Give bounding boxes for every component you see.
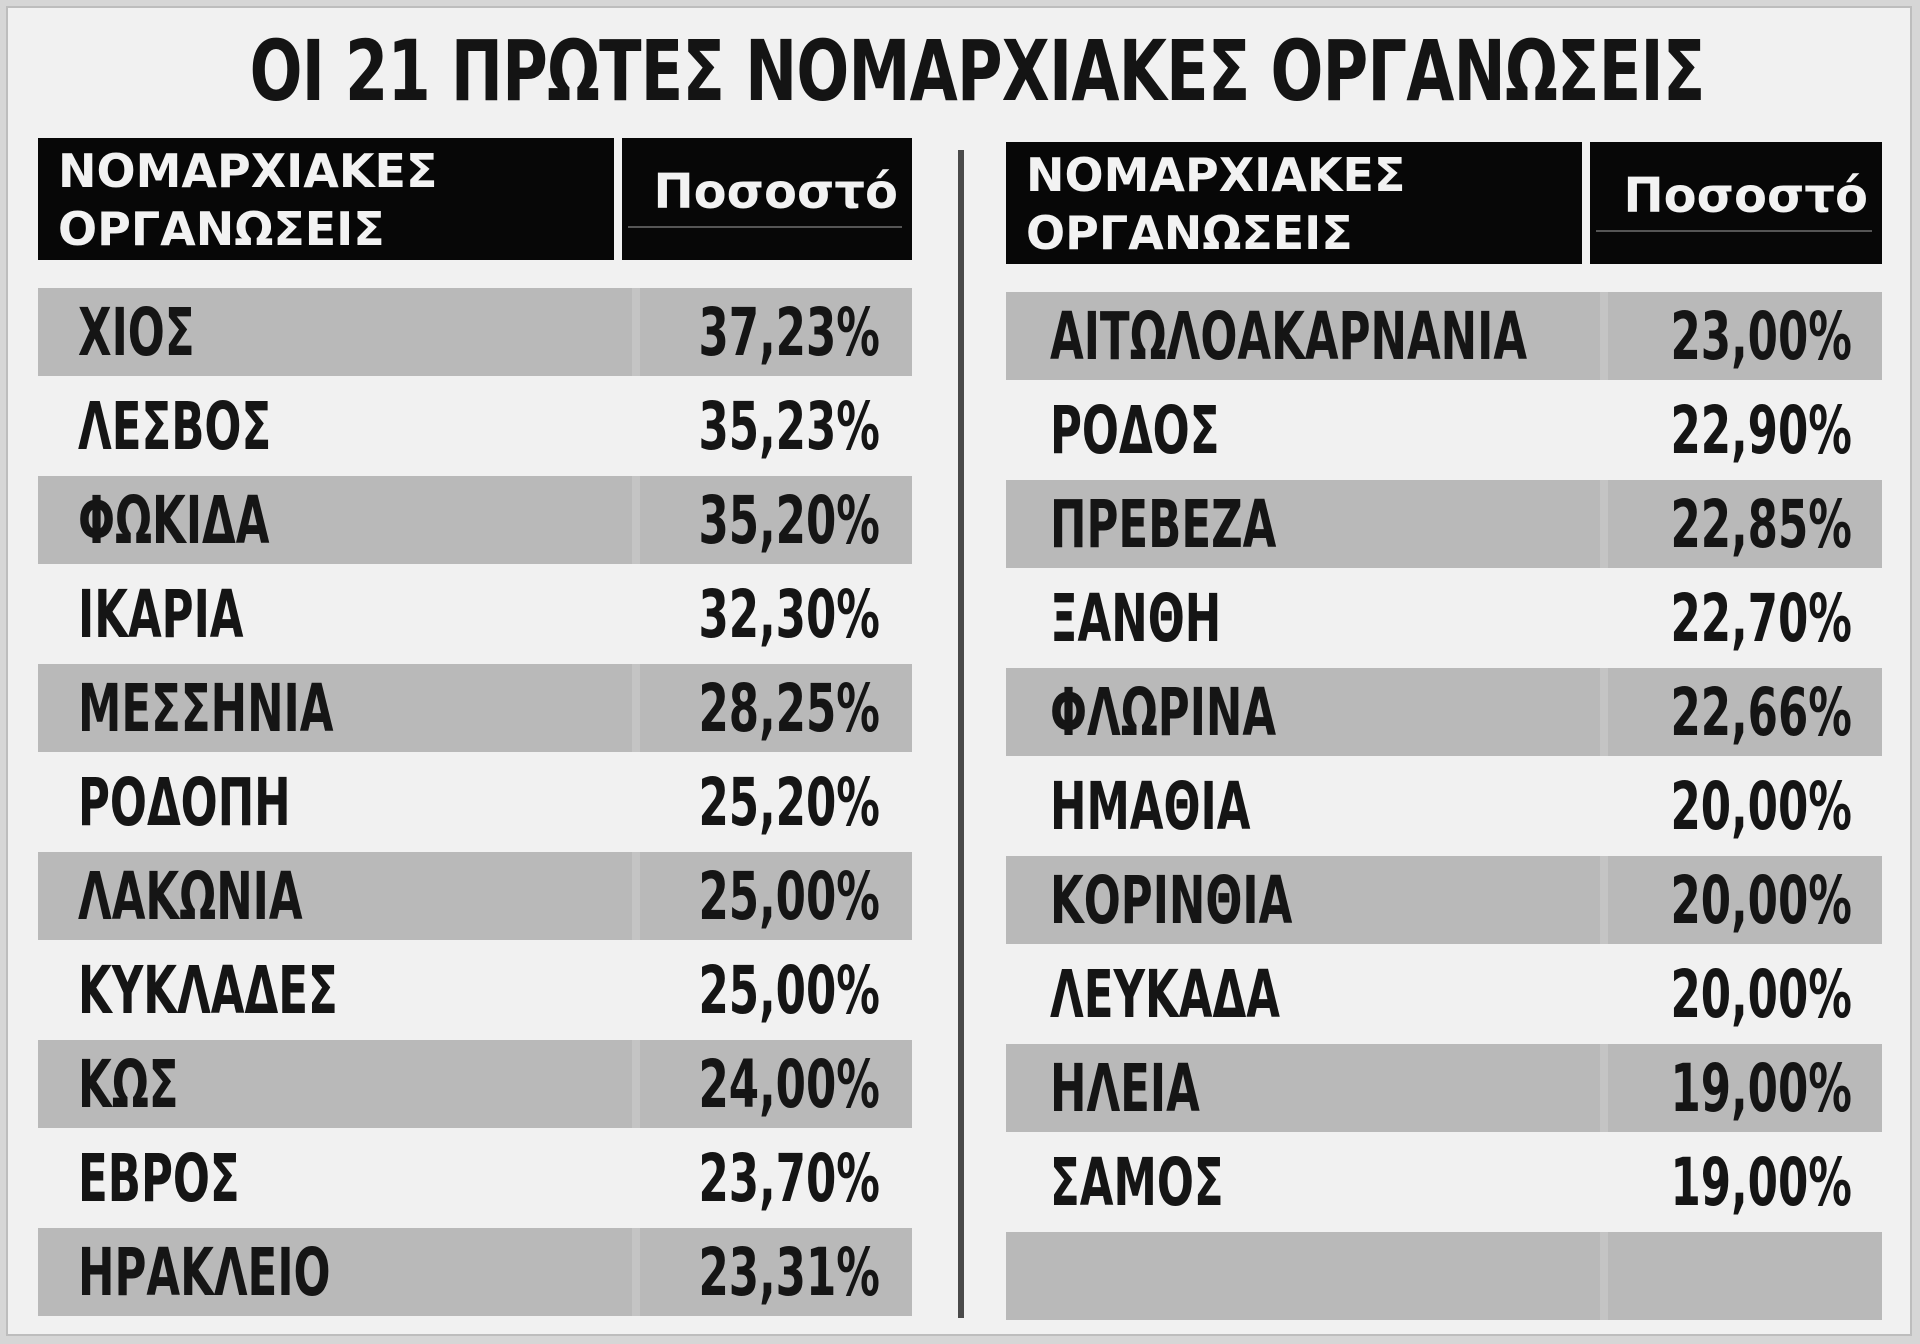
table-header: ΝΟΜΑΡΧΙΑΚΕΣ ΟΡΓΑΝΩΣΕΙΣ Ποσοστό <box>38 138 912 260</box>
percentage-value: 25,00% <box>698 951 880 1029</box>
header-gap <box>614 138 622 260</box>
percentage-value: 28,25% <box>698 669 880 747</box>
prefecture-name: ΧΙΟΣ <box>78 293 195 371</box>
table-row-empty <box>1006 1232 1882 1320</box>
table-row: ΚΟΡΙΝΘΙΑ 20,00% <box>1006 856 1882 944</box>
percentage-value: 22,66% <box>1670 673 1852 751</box>
table-row: ΕΒΡΟΣ 23,70% <box>38 1134 912 1222</box>
percentage-value: 37,23% <box>698 293 880 371</box>
percentage-value: 20,00% <box>1670 861 1852 939</box>
table-row: ΧΙΟΣ 37,23% <box>38 288 912 376</box>
table-row: ΛΕΥΚΑΔΑ 20,00% <box>1006 950 1882 1038</box>
left-rows: ΧΙΟΣ 37,23% ΛΕΣΒΟΣ 35,23% ΦΩΚΙΔΑ 35,20% ΙΚΑ… <box>38 288 912 1316</box>
table-row: ΚΥΚΛΑΔΕΣ 25,00% <box>38 946 912 1034</box>
prefecture-name: ΞΑΝΘΗ <box>1050 579 1222 657</box>
percentage-value: 24,00% <box>698 1045 880 1123</box>
prefecture-name: ΙΚΑΡΙΑ <box>78 575 244 653</box>
prefecture-name: ΦΩΚΙΔΑ <box>78 481 270 559</box>
header-name-cell: ΝΟΜΑΡΧΙΑΚΕΣ ΟΡΓΑΝΩΣΕΙΣ <box>1006 142 1582 264</box>
header-name-line1: ΝΟΜΑΡΧΙΑΚΕΣ <box>1026 148 1406 202</box>
table-row: ΦΩΚΙΔΑ 35,20% <box>38 476 912 564</box>
prefecture-name: ΛΕΣΒΟΣ <box>78 387 272 465</box>
prefecture-name: ΗΜΑΘΙΑ <box>1050 767 1251 845</box>
header-rule <box>1596 230 1872 232</box>
percentage-value: 22,85% <box>1670 485 1852 563</box>
header-percent-label: Ποσοστό <box>1623 168 1869 224</box>
table-row: ΡΟΔΟΣ 22,90% <box>1006 386 1882 474</box>
table-row: ΞΑΝΘΗ 22,70% <box>1006 574 1882 662</box>
percentage-value: 32,30% <box>698 575 880 653</box>
table-row: ΗΛΕΙΑ 19,00% <box>1006 1044 1882 1132</box>
table-row: ΗΜΑΘΙΑ 20,00% <box>1006 762 1882 850</box>
prefecture-name: ΑΙΤΩΛΟΑΚΑΡΝΑΝΙΑ <box>1050 297 1528 375</box>
table-row: ΚΩΣ 24,00% <box>38 1040 912 1128</box>
column-divider <box>958 150 964 1318</box>
percentage-value: 20,00% <box>1670 955 1852 1033</box>
right-rows: ΑΙΤΩΛΟΑΚΑΡΝΑΝΙΑ 23,00% ΡΟΔΟΣ 22,90% ΠΡΕΒΕΖ… <box>1006 292 1882 1320</box>
table-header: ΝΟΜΑΡΧΙΑΚΕΣ ΟΡΓΑΝΩΣΕΙΣ Ποσοστό <box>1006 142 1882 264</box>
prefecture-name: ΦΛΩΡΙΝΑ <box>1050 673 1277 751</box>
percentage-value: 19,00% <box>1670 1143 1852 1221</box>
prefecture-name: ΗΡΑΚΛΕΙΟ <box>78 1233 331 1311</box>
table-row: ΣΑΜΟΣ 19,00% <box>1006 1138 1882 1226</box>
header-percent-label: Ποσοστό <box>653 164 899 220</box>
percentage-value: 35,20% <box>698 481 880 559</box>
table-row: ΠΡΕΒΕΖΑ 22,85% <box>1006 480 1882 568</box>
percentage-value: 23,70% <box>698 1139 880 1217</box>
table-row: ΦΛΩΡΙΝΑ 22,66% <box>1006 668 1882 756</box>
prefecture-name: ΚΟΡΙΝΘΙΑ <box>1050 861 1293 939</box>
table-row: ΑΙΤΩΛΟΑΚΑΡΝΑΝΙΑ 23,00% <box>1006 292 1882 380</box>
header-percent-cell: Ποσοστό <box>622 138 912 260</box>
percentage-value: 22,90% <box>1670 391 1852 469</box>
prefecture-name: ΡΟΔΟΣ <box>1050 391 1220 469</box>
percentage-value: 19,00% <box>1670 1049 1852 1127</box>
percentage-value: 25,20% <box>698 763 880 841</box>
table-row: ΙΚΑΡΙΑ 32,30% <box>38 570 912 658</box>
prefecture-name: ΠΡΕΒΕΖΑ <box>1050 485 1277 563</box>
header-name-line2: ΟΡΓΑΝΩΣΕΙΣ <box>1026 206 1353 260</box>
prefecture-name: ΛΕΥΚΑΔΑ <box>1050 955 1280 1033</box>
header-rule <box>628 226 902 228</box>
percentage-value: 23,00% <box>1670 297 1852 375</box>
percentage-value: 25,00% <box>698 857 880 935</box>
right-table: ΝΟΜΑΡΧΙΑΚΕΣ ΟΡΓΑΝΩΣΕΙΣ Ποσοστό ΑΙΤΩΛΟΑΚΑ… <box>1006 142 1882 1326</box>
prefecture-name: ΗΛΕΙΑ <box>1050 1049 1200 1127</box>
header-name-cell: ΝΟΜΑΡΧΙΑΚΕΣ ΟΡΓΑΝΩΣΕΙΣ <box>38 138 614 260</box>
prefecture-name: ΚΩΣ <box>78 1045 179 1123</box>
table-row: ΡΟΔΟΠΗ 25,20% <box>38 758 912 846</box>
prefecture-name: ΕΒΡΟΣ <box>78 1139 240 1217</box>
header-percent-cell: Ποσοστό <box>1590 142 1882 264</box>
percentage-value: 23,31% <box>698 1233 880 1311</box>
header-name-line1: ΝΟΜΑΡΧΙΑΚΕΣ <box>58 144 438 198</box>
header-gap <box>1582 142 1590 264</box>
percentage-value: 20,00% <box>1670 767 1852 845</box>
table-row: ΛΑΚΩΝΙΑ 25,00% <box>38 852 912 940</box>
prefecture-name: ΜΕΣΣΗΝΙΑ <box>78 669 334 747</box>
prefecture-name: ΡΟΔΟΠΗ <box>78 763 291 841</box>
prefecture-name: ΚΥΚΛΑΔΕΣ <box>78 951 338 1029</box>
percentage-value: 35,23% <box>698 387 880 465</box>
page-title: ΟΙ 21 ΠΡΩΤΕΣ ΝΟΜΑΡΧΙΑΚΕΣ ΟΡΓΑΝΩΣΕΙΣ <box>249 22 1706 120</box>
prefecture-name: ΣΑΜΟΣ <box>1050 1143 1224 1221</box>
table-row: ΗΡΑΚΛΕΙΟ 23,31% <box>38 1228 912 1316</box>
table-row: ΜΕΣΣΗΝΙΑ 28,25% <box>38 664 912 752</box>
prefecture-name: ΛΑΚΩΝΙΑ <box>78 857 303 935</box>
table-row: ΛΕΣΒΟΣ 35,23% <box>38 382 912 470</box>
header-name-line2: ΟΡΓΑΝΩΣΕΙΣ <box>58 202 385 256</box>
percentage-value: 22,70% <box>1670 579 1852 657</box>
left-table: ΝΟΜΑΡΧΙΑΚΕΣ ΟΡΓΑΝΩΣΕΙΣ Ποσοστό ΧΙΟΣ 37,23… <box>38 138 912 1322</box>
